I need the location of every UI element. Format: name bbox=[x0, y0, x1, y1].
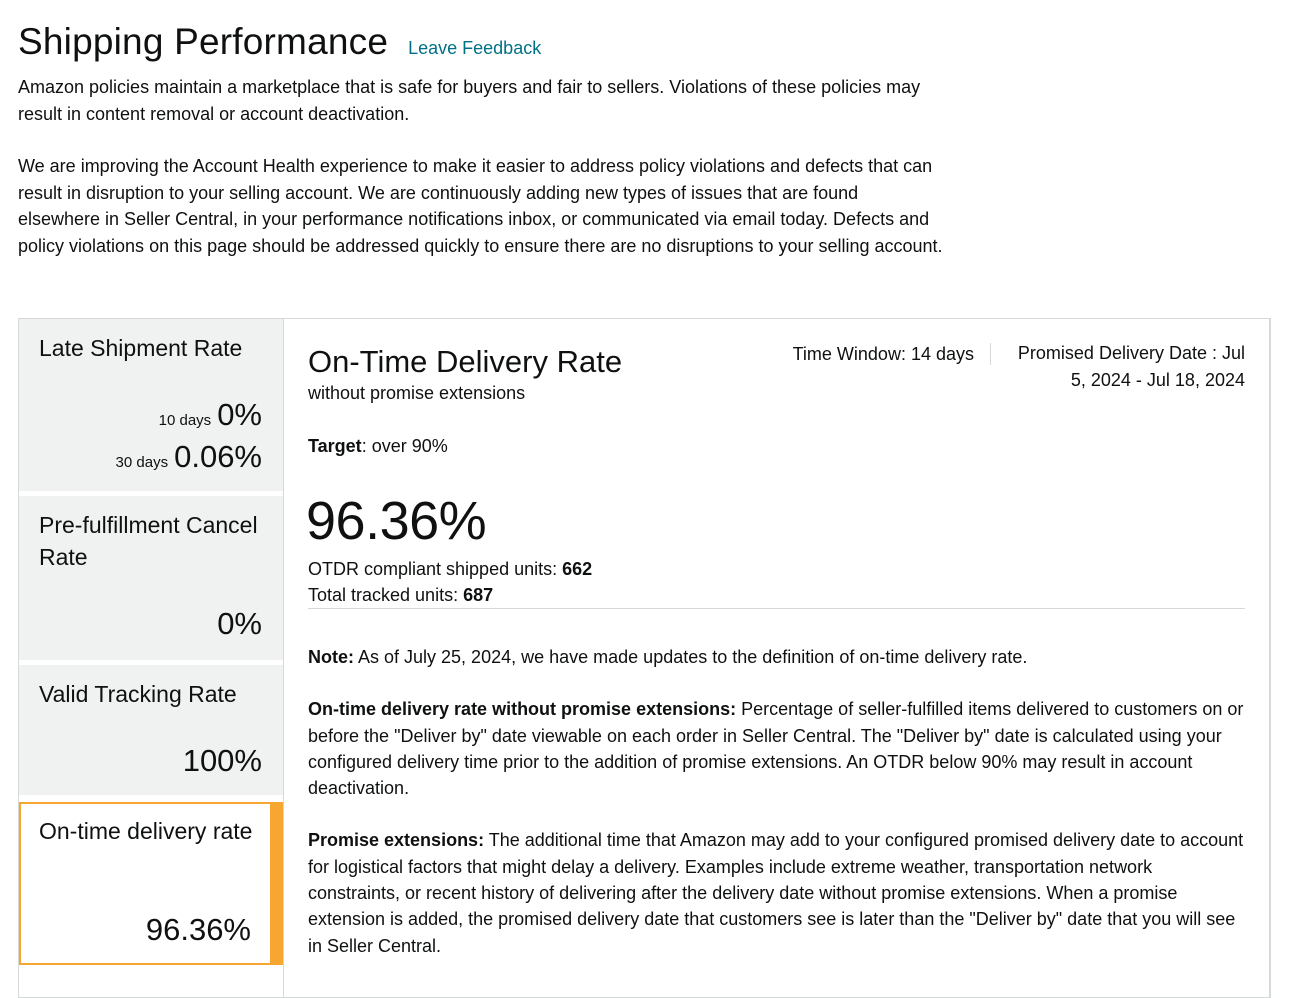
late-shipment-30-days-row: 30 days 0.06% bbox=[116, 439, 262, 475]
note-text: As of July 25, 2024, we have made update… bbox=[354, 647, 1028, 667]
detail-subtitle: without promise extensions bbox=[308, 383, 526, 403]
definition-label: On-time delivery rate without promise ex… bbox=[308, 699, 737, 720]
note-label: Note: bbox=[308, 647, 354, 667]
promise-extensions-paragraph: Promise extensions: The additional time … bbox=[308, 827, 1248, 958]
target-label: Target bbox=[308, 436, 362, 456]
promise-extensions-label: Promise extensions: bbox=[308, 830, 485, 851]
detail-title: On-Time Delivery Rate bbox=[308, 344, 623, 379]
tracked-units: Total tracked units: 687 bbox=[308, 585, 493, 606]
period-label: 30 days bbox=[115, 454, 169, 471]
tile-title: Pre-fulfillment Cancel Rate bbox=[39, 512, 258, 570]
compliant-units-label: OTDR compliant shipped units: bbox=[308, 559, 563, 579]
tile-title: On-time delivery rate bbox=[39, 818, 253, 844]
target: Target: over 90% bbox=[308, 436, 448, 457]
tile-title: Valid Tracking Rate bbox=[39, 681, 237, 707]
definition-notes: Note: As of July 25, 2024, we have made … bbox=[308, 644, 1248, 985]
leave-feedback-link[interactable]: Leave Feedback bbox=[408, 38, 542, 58]
page-header: Shipping Performance Leave Feedback Amaz… bbox=[18, 18, 948, 259]
pre-fulfillment-cancel-rate-tile[interactable]: Pre-fulfillment Cancel Rate 0% bbox=[19, 496, 283, 660]
period-label: 10 days bbox=[158, 412, 212, 429]
compliant-units-value: 662 bbox=[562, 559, 593, 579]
target-value: : over 90% bbox=[361, 436, 448, 456]
valid-tracking-rate-tile[interactable]: Valid Tracking Rate 100% bbox=[19, 665, 283, 795]
metric-detail: On-Time Delivery Rate without promise ex… bbox=[283, 319, 1269, 997]
page-title: Shipping Performance bbox=[18, 21, 389, 62]
late-shipment-10-days-row: 10 days 0% bbox=[159, 397, 262, 433]
intro-improvement-text: We are improving the Account Health expe… bbox=[18, 156, 943, 256]
on-time-delivery-rate-tile[interactable]: On-time delivery rate 96.36% bbox=[19, 802, 283, 965]
intro-policy-text: Amazon policies maintain a marketplace t… bbox=[18, 77, 921, 124]
definition-paragraph: On-time delivery rate without promise ex… bbox=[308, 696, 1248, 801]
metric-value: 0% bbox=[217, 397, 262, 432]
promised-delivery-date: Promised Delivery Date : Jul 5, 2024 - J… bbox=[1017, 343, 1245, 390]
metric-value: 0% bbox=[217, 606, 262, 641]
compliant-units: OTDR compliant shipped units: 662 bbox=[308, 559, 592, 580]
title-row: Shipping Performance Leave Feedback bbox=[18, 18, 948, 66]
tracked-units-value: 687 bbox=[463, 585, 494, 605]
divider bbox=[308, 608, 1245, 609]
time-window-info: Time Window: 14 days Promised Delivery D… bbox=[793, 340, 1245, 394]
time-window: Time Window: 14 days bbox=[793, 343, 991, 365]
on-time-delivery-rate-value: 96.36% bbox=[306, 491, 487, 551]
selected-indicator bbox=[270, 804, 281, 963]
performance-panel: Late Shipment Rate 10 days 0% 30 days 0.06… bbox=[18, 318, 1271, 998]
promise-extensions-text: The additional time that Amazon may add … bbox=[308, 830, 1244, 956]
metric-value: 96.36% bbox=[145, 912, 251, 947]
note-paragraph: Note: As of July 25, 2024, we have made … bbox=[308, 644, 1248, 670]
metric-value: 100% bbox=[182, 743, 262, 778]
metric-value: 0.06% bbox=[174, 439, 262, 474]
late-shipment-rate-tile[interactable]: Late Shipment Rate 10 days 0% 30 days 0.06… bbox=[19, 319, 283, 491]
tile-title: Late Shipment Rate bbox=[39, 335, 243, 361]
definition-text: Percentage of seller-fulfilled items del… bbox=[308, 699, 1244, 799]
tracked-units-label: Total tracked units: bbox=[308, 585, 464, 605]
